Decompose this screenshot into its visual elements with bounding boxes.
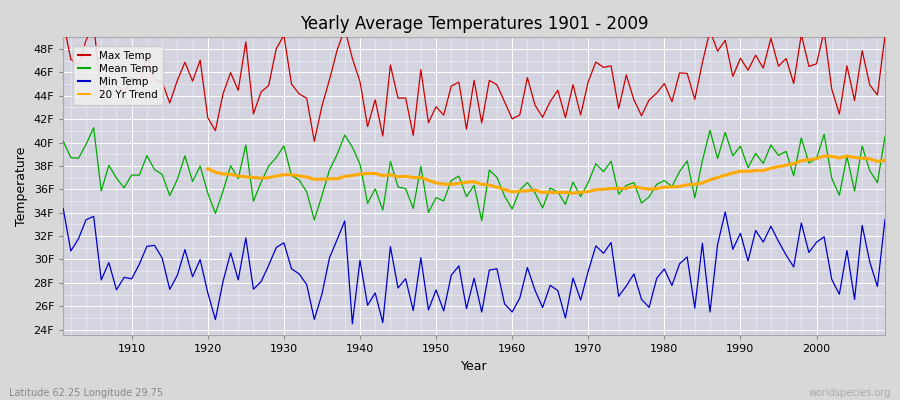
X-axis label: Year: Year [461,360,488,373]
Text: Latitude 62.25 Longitude 29.75: Latitude 62.25 Longitude 29.75 [9,388,163,398]
Text: worldspecies.org: worldspecies.org [809,388,891,398]
Title: Yearly Average Temperatures 1901 - 2009: Yearly Average Temperatures 1901 - 2009 [300,15,648,33]
Y-axis label: Temperature: Temperature [15,147,28,226]
Legend: Max Temp, Mean Temp, Min Temp, 20 Yr Trend: Max Temp, Mean Temp, Min Temp, 20 Yr Tre… [73,46,163,105]
